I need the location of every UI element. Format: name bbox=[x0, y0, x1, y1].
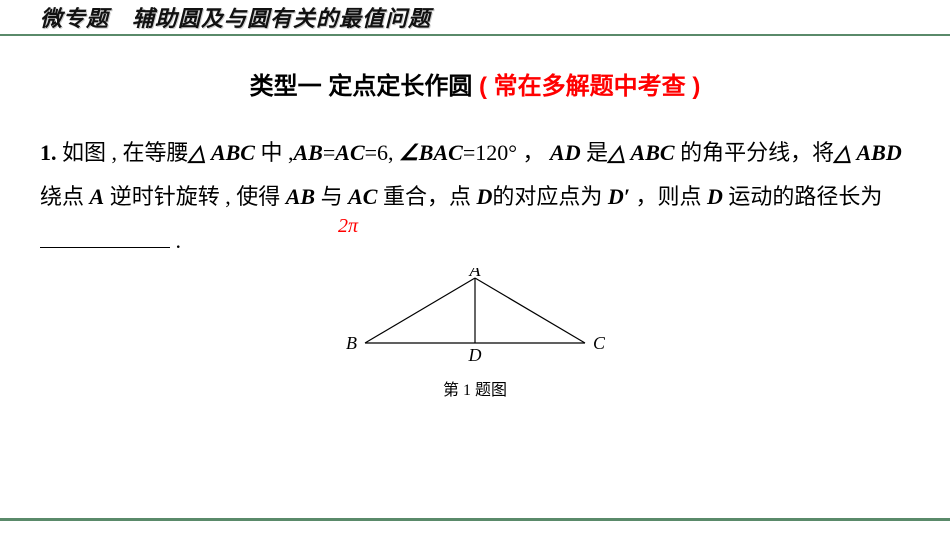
period: . bbox=[170, 228, 181, 253]
triangle-figure: A B C D bbox=[345, 268, 605, 363]
eq2: =6, bbox=[365, 140, 399, 165]
d: D bbox=[476, 184, 492, 209]
d2: D bbox=[707, 184, 723, 209]
type-heading: 类型一 定点定长作圆 ( 常在多解题中考查 ) bbox=[40, 66, 910, 101]
t4: 的角平分线，将 bbox=[680, 140, 834, 165]
abc2: ABC bbox=[625, 140, 680, 165]
type-heading-black: 类型一 定点定长作圆 bbox=[250, 73, 479, 100]
ad: AD bbox=[550, 140, 581, 165]
ab2: AB bbox=[286, 184, 315, 209]
svg-text:B: B bbox=[346, 333, 357, 353]
figure-caption: 第 1 题图 bbox=[40, 376, 910, 400]
bac: BAC bbox=[419, 140, 463, 165]
t2: 中 , bbox=[260, 140, 293, 165]
t10: ，则点 bbox=[630, 184, 707, 209]
t7: 与 bbox=[315, 184, 348, 209]
problem-text: 1. 如图 , 在等腰△ ABC 中 ,AB=AC=6, ∠BAC=120° ，… bbox=[40, 131, 910, 263]
figure-wrap: A B C D 第 1 题图 bbox=[40, 268, 910, 400]
ac2: AC bbox=[348, 184, 377, 209]
problem-number: 1. bbox=[40, 140, 57, 165]
tri2: △ bbox=[608, 140, 625, 165]
t3: 是 bbox=[581, 140, 609, 165]
abd: ABD bbox=[851, 140, 902, 165]
ab: AB bbox=[293, 140, 322, 165]
t1: 如图 , 在等腰 bbox=[57, 140, 189, 165]
dp: D′ bbox=[608, 184, 630, 209]
svg-text:C: C bbox=[593, 333, 605, 353]
header-bar: 微专题 辅助圆及与圆有关的最值问题 bbox=[0, 0, 950, 36]
t9: 的对应点为 bbox=[492, 184, 608, 209]
t11: 运动的路径长为 bbox=[723, 184, 883, 209]
tri3: △ bbox=[834, 140, 851, 165]
answer-blank bbox=[40, 226, 170, 248]
eq3: =120° ， bbox=[463, 140, 550, 165]
tri1: △ bbox=[189, 140, 206, 165]
content-area: 类型一 定点定长作圆 ( 常在多解题中考查 ) 1. 如图 , 在等腰△ ABC… bbox=[0, 36, 950, 400]
ang: ∠ bbox=[399, 140, 419, 165]
t8: 重合，点 bbox=[377, 184, 476, 209]
answer-text: 2π bbox=[338, 215, 358, 238]
type-heading-red: ( 常在多解题中考查 ) bbox=[479, 73, 700, 100]
svg-text:D: D bbox=[468, 345, 482, 363]
footer-line bbox=[0, 518, 950, 521]
t6: 逆时针旋转 , 使得 bbox=[104, 184, 286, 209]
a: A bbox=[90, 184, 105, 209]
eq1: = bbox=[323, 140, 335, 165]
abc1: ABC bbox=[205, 140, 260, 165]
header-title: 微专题 辅助圆及与圆有关的最值问题 bbox=[0, 1, 431, 33]
t5: 绕点 bbox=[40, 184, 90, 209]
svg-text:A: A bbox=[469, 268, 482, 280]
ac: AC bbox=[335, 140, 364, 165]
